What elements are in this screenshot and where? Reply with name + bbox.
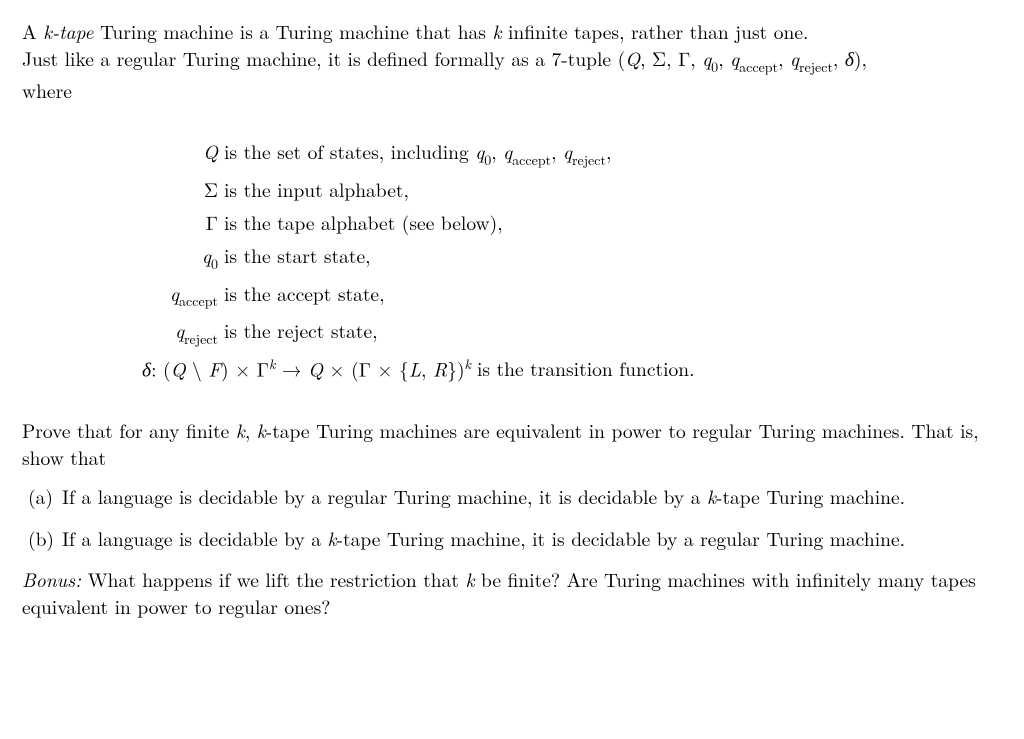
sub-reject: reject [799,57,833,77]
text: }) [447,354,464,382]
term-qreject: q [175,316,184,344]
term-q0: q [202,241,211,269]
L: L [409,354,421,382]
text: Just like a regular Turing machine, it i… [22,44,625,72]
var-k: k [236,416,245,444]
part-b: (b) If a language is decidable by a k-ta… [28,525,1002,552]
tuple-Sigma: Σ [652,44,666,72]
def-qaccept: qaccept is the accept state, [142,280,1002,312]
text: , [640,44,652,72]
var-k: k [707,482,716,510]
text: If a language is decidable by a [62,524,328,552]
definition-list: Q is the set of states, including q0, qa… [142,138,1002,383]
text: infinite tapes, rather than just one. [501,17,808,45]
tuple-q0: q [702,44,711,72]
text: , [245,416,257,444]
def-q0: q0 is the start state, [142,242,1002,274]
arrow: → [275,354,308,382]
sub: reject [572,150,606,170]
intro-paragraph: A k-tape Turing machine is a Turing mach… [22,18,1002,104]
desc-Q: is the set of states, including q0, qacc… [224,138,1002,170]
def-Gamma: Γ is the tape alphabet (see below), [142,209,1002,236]
sub: accept [512,150,551,170]
R: R [433,354,447,382]
text: is the input alphabet, [224,175,409,203]
delta-formula: δ: (Q \ F) × Γk → Q × (Γ × {L, R})k [142,355,477,383]
qreject: q [563,137,572,165]
F: F [208,354,221,382]
text-where: where [22,76,72,104]
text: Prove that for any finite [22,416,236,444]
q0: q [475,137,484,165]
text: × ( [323,354,359,382]
def-qreject: qreject is the reject state, [142,317,1002,349]
tuple-Gamma: Γ [678,44,690,72]
sup-k: k [465,354,471,374]
text: , [606,137,611,165]
text: is the set of states, including [224,137,475,165]
text: , [833,44,845,72]
var-k: k [257,416,266,444]
tuple-qaccept: q [730,44,739,72]
tuple-delta: δ [845,44,854,72]
text: -tape Turing machine, it is decidable by… [337,524,906,552]
bonus-paragraph: Bonus: What happens if we lift the restr… [22,566,1002,621]
Q: Q [171,354,186,382]
part-label-b: (b) [28,525,62,552]
text: is the start state, [224,241,371,269]
text: \ [186,354,209,382]
term-Sigma: Σ [204,175,218,203]
term-ktape: k-tape [43,17,93,45]
term-Gamma: Γ [206,208,218,236]
text: ) × [221,354,257,382]
term-Q: Q [203,137,218,165]
text: A [22,17,43,45]
text: , [551,137,563,165]
def-Sigma: Σ is the input alphabet, [142,176,1002,203]
term-qaccept: q [170,279,179,307]
text: -tape Turing machine. [716,482,905,510]
text: ), [854,44,867,72]
part-label-a: (a) [28,483,62,510]
text: , [491,137,503,165]
text: is the transition function. [477,354,695,382]
text: is the reject state, [224,316,378,344]
qaccept: q [503,137,512,165]
sub-0: 0 [711,57,718,77]
text: , [718,44,730,72]
text: , [666,44,678,72]
text: : ( [151,354,171,382]
def-Q: Q is the set of states, including q0, qa… [142,138,1002,170]
prove-paragraph: Prove that for any finite k, k-tape Turi… [22,417,1002,472]
sub-accept: accept [739,57,778,77]
text: If a language is decidable by a regular … [62,482,707,510]
sub: accept [179,291,218,311]
text: is the tape alphabet (see below), [224,208,503,236]
text: × { [371,354,409,382]
text: , [690,44,702,72]
text: , [421,354,433,382]
tuple-qreject: q [790,44,799,72]
sub: 0 [211,254,218,274]
tuple-Q: Q [625,44,640,72]
def-delta: δ: (Q \ F) × Γk → Q × (Γ × {L, R})k is t… [142,355,1002,383]
var-k: k [328,524,337,552]
Gamma: Γ [257,354,269,382]
text: What happens if we lift the restriction … [81,565,465,593]
text: is the accept state, [224,279,385,307]
Q: Q [308,354,323,382]
text: , [778,44,790,72]
parts-list: (a) If a language is decidable by a regu… [28,483,1002,552]
sub: 0 [484,150,491,170]
Gamma: Γ [359,354,371,382]
bonus-label: Bonus: [22,565,81,593]
text: Turing machine is a Turing machine that … [93,17,492,45]
sub: reject [184,329,218,349]
delta: δ [142,354,151,382]
part-a: (a) If a language is decidable by a regu… [28,483,1002,510]
